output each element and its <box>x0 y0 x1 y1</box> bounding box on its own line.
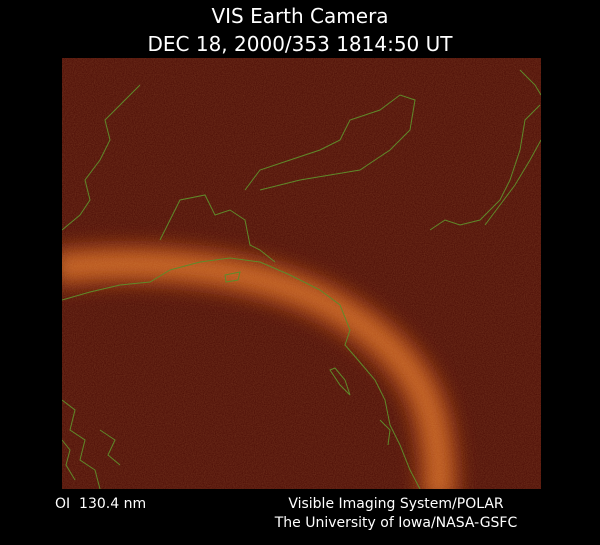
title: VIS Earth Camera <box>211 4 388 28</box>
coastlines <box>62 69 541 489</box>
instrument-label: Visible Imaging System/POLAR <box>288 496 504 512</box>
credit-label: The University of Iowa/NASA-GSFC <box>274 515 518 531</box>
wavelength-label: OI 130.4 nm <box>55 496 146 512</box>
camera-image <box>62 58 541 489</box>
subtitle: DEC 18, 2000/353 1814:50 UT <box>148 32 454 56</box>
